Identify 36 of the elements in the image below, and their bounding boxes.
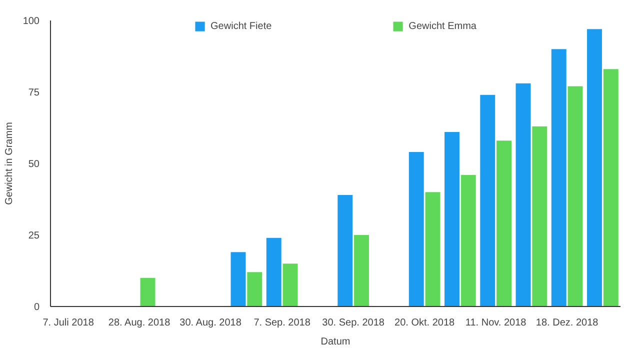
x-tick-label: 18. Dez. 2018: [536, 318, 599, 328]
bar: [496, 140, 512, 306]
y-tick-label: 50: [28, 159, 40, 170]
y-tick-label: 100: [22, 16, 40, 27]
bar: [568, 86, 583, 306]
x-tick-label: 28. Aug. 2018: [108, 318, 171, 328]
bar: [247, 272, 262, 306]
x-tick-label: 20. Okt. 2018: [394, 318, 456, 328]
x-tick-label: 7. Juli 2018: [42, 318, 94, 328]
bar: [282, 264, 298, 306]
legend-label: Gewicht Emma: [408, 20, 476, 32]
bar: [587, 29, 602, 306]
x-tick-label: 11. Nov. 2018: [465, 318, 527, 328]
bar: [603, 69, 618, 306]
bar: [480, 94, 496, 306]
legend-label: Gewicht Fiete: [210, 20, 272, 32]
bar: [532, 126, 548, 306]
bar: [266, 238, 282, 306]
x-tick-label: 30. Aug. 2018: [180, 318, 242, 328]
bar: [551, 49, 566, 306]
bar: [354, 235, 369, 306]
x-axis-title: Datum: [320, 336, 350, 348]
bar: [460, 174, 476, 306]
y-tick-label: 0: [34, 302, 40, 313]
bar: [230, 252, 246, 306]
bar: [408, 152, 424, 306]
bar: [444, 132, 460, 306]
x-tick-label: 30. Sep. 2018: [322, 318, 385, 328]
bar: [140, 278, 156, 306]
bar: [338, 194, 353, 306]
y-tick-label: 75: [28, 88, 40, 98]
y-tick-label: 25: [28, 230, 40, 242]
x-tick-label: 7. Sep. 2018: [254, 318, 311, 328]
bar: [425, 192, 440, 306]
bar: [516, 83, 531, 306]
y-axis-title: Gewicht in Gramm: [4, 122, 15, 205]
